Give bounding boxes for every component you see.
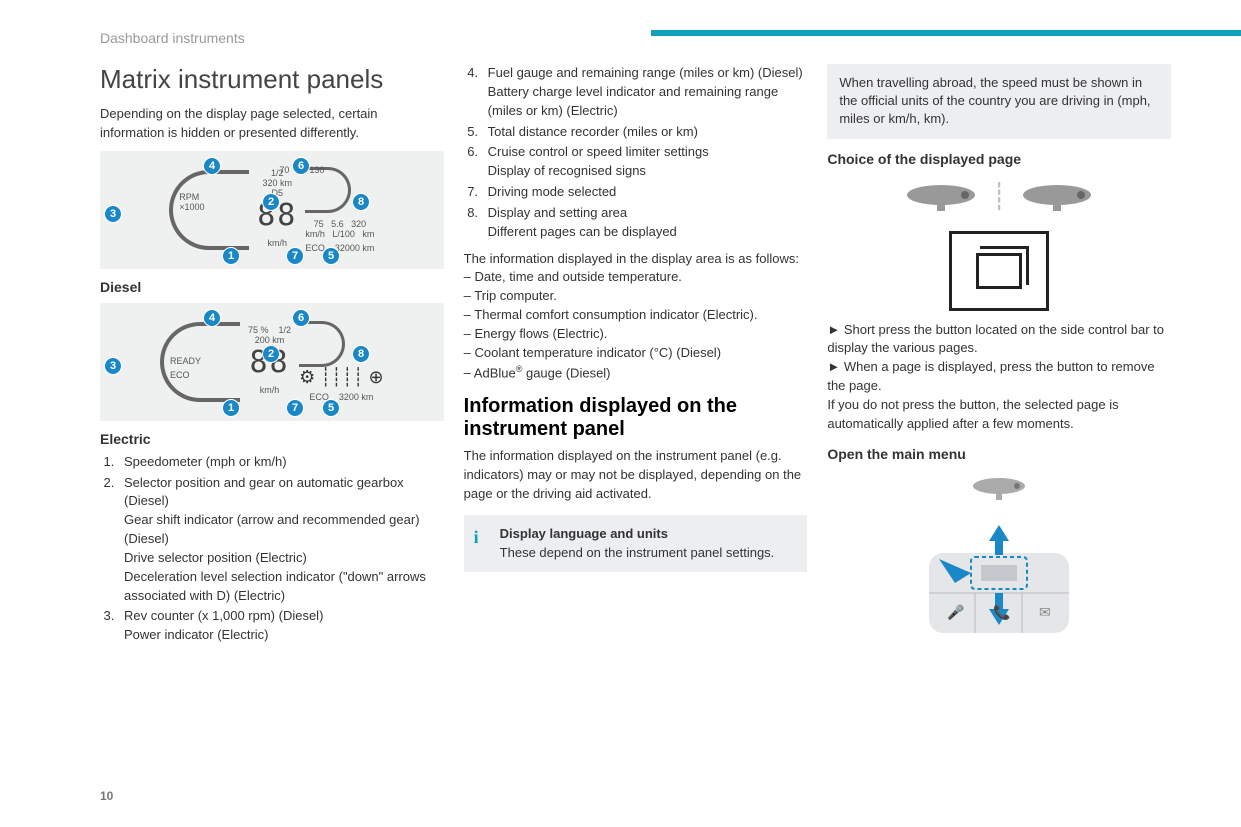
list-item: Driving mode selected <box>482 183 808 202</box>
svg-text:✉: ✉ <box>1039 604 1051 620</box>
section-heading: Information displayed on the instrument … <box>464 395 808 441</box>
power-gauge: READY ECO <box>160 322 240 402</box>
control-panel-icon: 🎤 📞 ✉ <box>909 517 1089 647</box>
callout-4: 4 <box>203 157 221 175</box>
steering-wheel-icon <box>901 177 981 217</box>
svg-text:📞: 📞 <box>993 603 1011 621</box>
list-item: Fuel gauge and remaining range (miles or… <box>482 64 808 121</box>
callout-3: 3 <box>104 205 122 223</box>
list-item: Thermal comfort consumption indicator (E… <box>464 306 808 325</box>
infobox-title: Display language and units <box>500 526 668 541</box>
figure-label-electric: Electric <box>100 431 444 447</box>
instruction-item: When a page is displayed, press the butt… <box>827 358 1171 396</box>
subheading-choice: Choice of the displayed page <box>827 151 1171 167</box>
svg-text:🎤: 🎤 <box>947 603 965 621</box>
list-item: Speedometer (mph or km/h) <box>118 453 444 472</box>
speedometer-gauge: RPM×1000 <box>169 170 249 250</box>
callout-5: 5 <box>322 247 340 265</box>
list-item: Date, time and outside temperature. <box>464 268 808 287</box>
info-box: i Display language and units These depen… <box>464 515 808 571</box>
callout-7: 7 <box>286 247 304 265</box>
diesel-panel-figure: RPM×1000 1/2 320 km D5 88 km/h 70 130 75… <box>100 151 444 269</box>
callout-6: 6 <box>292 157 310 175</box>
numbered-list-4to8: Fuel gauge and remaining range (miles or… <box>464 64 808 242</box>
list-item: Trip computer. <box>464 287 808 306</box>
instruction-tail: If you do not press the button, the sele… <box>827 396 1171 434</box>
speed-limit-ring-2 <box>299 321 345 367</box>
instruction-item: Short press the button located on the si… <box>827 321 1171 359</box>
list-item: Coolant temperature indicator (°C) (Dies… <box>464 344 808 363</box>
header-accent-bar <box>651 30 1241 36</box>
numbered-list-1to3: Speedometer (mph or km/h) Selector posit… <box>100 453 444 645</box>
steering-wheel-icon <box>969 472 1029 506</box>
list-item: Selector position and gear on automatic … <box>118 474 444 606</box>
display-info-intro: The information displayed in the display… <box>464 250 808 269</box>
list-item: Total distance recorder (miles or km) <box>482 123 808 142</box>
dash-list: Date, time and outside temperature. Trip… <box>464 268 808 382</box>
column-1: Matrix instrument panels Depending on th… <box>100 64 444 662</box>
info-icon: i <box>474 525 479 550</box>
section-body: The information displayed on the instrum… <box>464 447 808 504</box>
list-item: Display and setting area Different pages… <box>482 204 808 242</box>
list-item: Rev counter (x 1,000 rpm) (Diesel) Power… <box>118 607 444 645</box>
display-page-icon <box>949 231 1049 311</box>
figure-label-diesel: Diesel <box>100 279 444 295</box>
infobox-body: These depend on the instrument panel set… <box>500 545 775 560</box>
column-2: Fuel gauge and remaining range (miles or… <box>464 64 808 662</box>
list-item: Cruise control or speed limiter settings… <box>482 143 808 181</box>
callout-2: 2 <box>262 193 280 211</box>
list-item: AdBlue® gauge (Diesel) <box>464 363 808 383</box>
range-value: 320 km <box>257 178 297 188</box>
steering-wheel-diagram: ┊ <box>827 177 1171 311</box>
column-3: When travelling abroad, the speed must b… <box>827 64 1171 662</box>
intro-text: Depending on the display page selected, … <box>100 105 444 143</box>
steering-wheel-icon <box>1017 177 1097 217</box>
page-title: Matrix instrument panels <box>100 64 444 95</box>
notice-box: When travelling abroad, the speed must b… <box>827 64 1171 139</box>
main-menu-diagram: 🎤 📞 ✉ <box>827 472 1171 652</box>
callout-8: 8 <box>352 193 370 211</box>
page-number: 10 <box>100 789 113 803</box>
callout-1: 1 <box>222 247 240 265</box>
electric-panel-figure: READY ECO 75 % 1/2 200 km 88 km/h ⚙ ┊┊┊┊… <box>100 303 444 421</box>
list-item: Energy flows (Electric). <box>464 325 808 344</box>
subheading-open-menu: Open the main menu <box>827 446 1171 462</box>
